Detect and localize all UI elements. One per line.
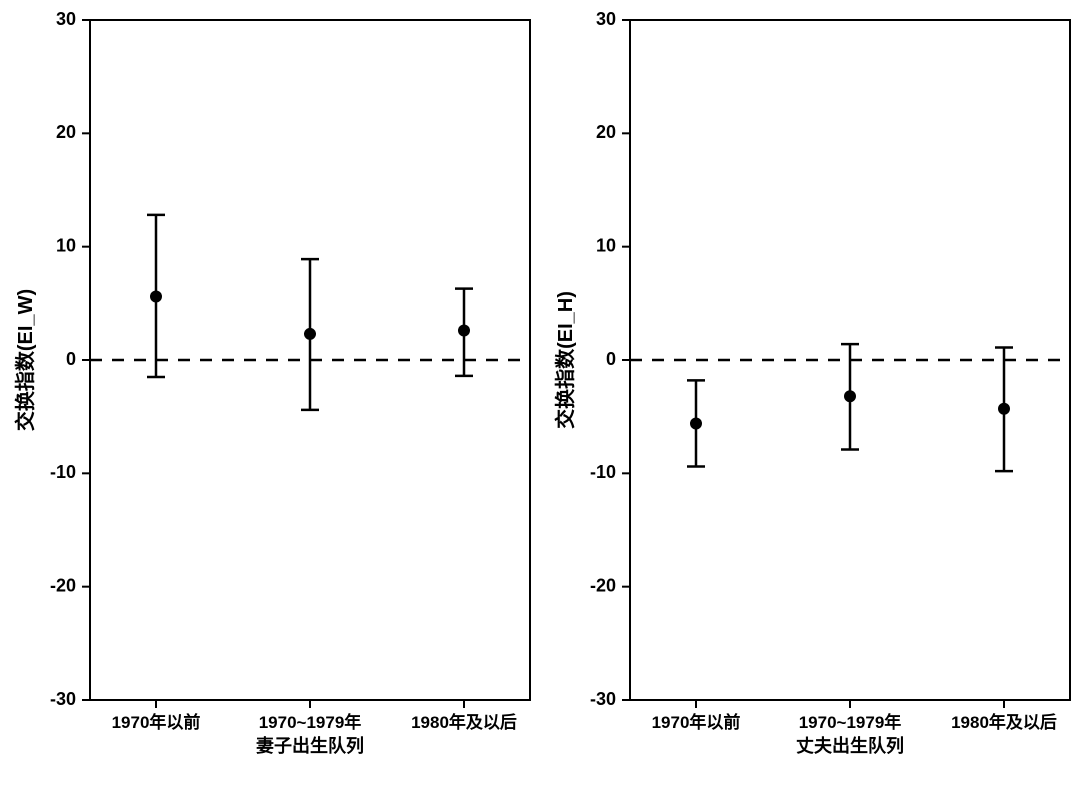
y-tick-label: -30: [50, 689, 76, 709]
y-tick-label: -10: [50, 462, 76, 482]
figure-container: -30 -20 -10 0 10 20 30 1970年以前 1970~1979年 1980年及以…: [0, 0, 1080, 789]
panel-left: -30 -20 -10 0 10 20 30 1970年以前 1970~1979年 1980年及以…: [0, 0, 540, 789]
y-tick-label: 30: [56, 9, 76, 29]
x-tick-label: 1970年以前: [112, 712, 201, 732]
x-tick-label: 1980年及以后: [951, 712, 1057, 732]
x-tick-label: 1970年以前: [652, 712, 741, 732]
x-tick-label: 1980年及以后: [411, 712, 517, 732]
y-tick-label: 30: [596, 9, 616, 29]
data-point: [458, 325, 470, 337]
x-axis-label: 丈夫出生队列: [796, 735, 904, 756]
y-tick-label: 0: [66, 349, 76, 369]
y-tick-label: -30: [590, 689, 616, 709]
x-tick-label: 1970~1979年: [799, 712, 902, 732]
y-tick-label: -20: [50, 575, 76, 595]
y-tick-label: -10: [590, 462, 616, 482]
y-tick-label: 10: [56, 235, 76, 255]
data-point: [304, 328, 316, 340]
y-axis-label: 交换指数(EI_H): [553, 291, 577, 429]
chart-right: -30 -20 -10 0 10 20 30 1970年以前 1970~1979年 1980年及以…: [540, 0, 1080, 789]
data-point: [844, 390, 856, 402]
data-point: [690, 417, 702, 429]
y-tick-label: 20: [596, 122, 616, 142]
y-tick-label: 0: [606, 349, 616, 369]
y-tick-label: 10: [596, 235, 616, 255]
x-tick-label: 1970~1979年: [259, 712, 362, 732]
panel-right: -30 -20 -10 0 10 20 30 1970年以前 1970~1979年 1980年及以…: [540, 0, 1080, 789]
y-tick-label: 20: [56, 122, 76, 142]
data-point: [998, 403, 1010, 415]
x-axis-label: 妻子出生队列: [256, 735, 364, 756]
data-point: [150, 291, 162, 303]
chart-left: -30 -20 -10 0 10 20 30 1970年以前 1970~1979年 1980年及以…: [0, 0, 540, 789]
y-tick-label: -20: [590, 575, 616, 595]
y-axis-label: 交换指数(EI_W): [13, 289, 37, 431]
